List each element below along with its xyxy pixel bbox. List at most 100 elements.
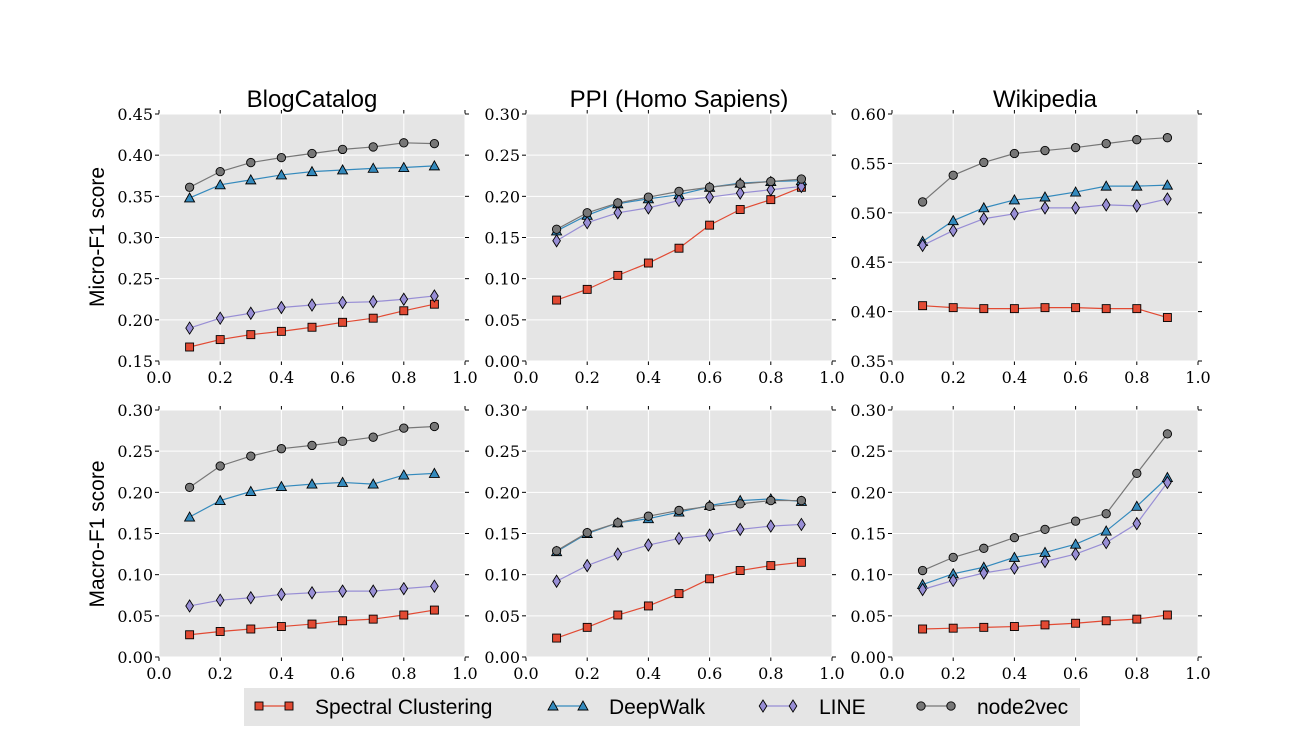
series-node2vec <box>184 421 440 493</box>
legend-box <box>244 688 1080 726</box>
data-point-line <box>918 238 927 253</box>
data-point-spectral-clustering <box>735 205 745 214</box>
data-point-spectral-clustering <box>796 557 806 567</box>
y-tick-label: 0.60 <box>850 105 886 124</box>
series-line <box>185 579 439 613</box>
data-point-spectral-clustering <box>1071 618 1081 628</box>
series-node2vec <box>917 133 1173 207</box>
data-point-node2vec <box>1070 516 1081 526</box>
data-point-line <box>766 519 776 533</box>
data-point-deepwalk <box>1100 525 1112 536</box>
data-point-node2vec <box>582 528 592 538</box>
ylabel-macro-f1: Macro-F1 score <box>86 460 109 607</box>
data-point-node2vec <box>979 543 989 553</box>
data-point-deepwalk <box>367 162 379 173</box>
data-point-node2vec <box>429 138 440 149</box>
panel-title-ppi: PPI (Homo Sapiens) <box>570 86 789 113</box>
data-point-node2vec <box>184 182 195 192</box>
data-point-line <box>979 566 989 580</box>
series-node2vec <box>184 138 440 192</box>
x-tick-label: 0.0 <box>879 368 904 387</box>
y-tick-label: 0.20 <box>484 483 520 502</box>
legend-label: Spectral Clustering <box>315 696 492 719</box>
data-point-line <box>705 190 714 204</box>
data-point-node2vec <box>215 166 225 177</box>
x-tick-label: 0.4 <box>269 664 294 683</box>
data-point-deepwalk <box>245 485 257 496</box>
x-tick-label: 0.6 <box>697 368 722 387</box>
data-point-deepwalk <box>275 480 288 492</box>
data-point-spectral-clustering <box>582 622 592 632</box>
data-point-line <box>948 223 958 238</box>
x-tick-label: 0.6 <box>330 368 355 387</box>
data-point-line <box>979 211 989 226</box>
x-tick-label: 0.6 <box>1063 368 1088 387</box>
data-point-spectral-clustering <box>246 624 256 634</box>
data-point-line <box>918 582 927 597</box>
x-tick-label: 0.2 <box>207 368 232 387</box>
data-point-line <box>185 599 194 613</box>
data-point-line <box>368 584 378 598</box>
data-point-line <box>215 593 225 608</box>
data-point-node2vec <box>246 451 256 461</box>
data-point-spectral-clustering <box>1040 620 1050 630</box>
x-tick-label: 1.0 <box>1185 664 1210 683</box>
x-tick-label: 0.0 <box>146 368 171 387</box>
series-spectral-clustering <box>185 299 439 352</box>
panels: 0.0 0.2 0.4 0.6 0.8 1.00.150.200.250.300.350.… <box>117 105 1210 683</box>
data-point-line <box>1132 516 1142 531</box>
data-point-spectral-clustering <box>276 622 286 631</box>
data-point-line <box>1010 206 1019 221</box>
series-spectral-clustering <box>918 610 1172 634</box>
data-point-node2vec <box>551 224 562 234</box>
data-point-line <box>1101 535 1111 550</box>
data-point-node2vec <box>796 174 807 184</box>
data-point-line <box>613 205 623 220</box>
data-point-node2vec <box>551 546 562 556</box>
data-point-node2vec <box>307 148 317 159</box>
y-tick-label: 0.25 <box>117 442 153 461</box>
data-point-spectral-clustering <box>948 623 958 633</box>
data-point-node2vec <box>948 552 958 563</box>
data-point-spectral-clustering <box>399 306 409 316</box>
y-tick-label: 0.30 <box>117 229 153 248</box>
data-point-node2vec <box>674 186 684 197</box>
panel-1-1: 0.0 0.2 0.4 0.6 0.8 1.0 0.00 0.05 0.10 0.15 0.20 0.… <box>484 401 844 683</box>
data-point-spectral-clustering <box>215 627 225 636</box>
data-point-line <box>307 298 317 312</box>
legend-marker <box>547 700 559 711</box>
data-point-line <box>1132 199 1142 213</box>
data-point-line <box>1163 192 1172 206</box>
panel-1-2: 0.0 0.2 0.4 0.6 0.8 1.0 0.00 0.05 0.10 0.15 0.20 0.… <box>850 401 1210 683</box>
data-point-node2vec <box>368 142 378 152</box>
data-point-line <box>430 289 439 303</box>
data-point-line <box>1071 547 1080 561</box>
legend-marker <box>788 699 798 713</box>
data-point-node2vec <box>399 423 409 433</box>
data-point-spectral-clustering <box>1101 616 1111 626</box>
data-point-deepwalk <box>1039 191 1051 202</box>
data-point-deepwalk <box>367 478 379 489</box>
data-point-node2vec <box>1162 429 1173 439</box>
data-point-spectral-clustering <box>1101 304 1111 314</box>
data-point-node2vec <box>704 182 715 192</box>
data-point-line <box>1040 201 1050 215</box>
y-tick-label: 0.05 <box>117 607 153 626</box>
y-tick-label: 0.20 <box>117 311 153 330</box>
y-tick-label: 0.15 <box>850 525 886 544</box>
data-point-node2vec <box>948 170 958 180</box>
y-tick-label: 0.05 <box>484 311 520 330</box>
legend-entry-deepwalk: DeepWalk <box>547 696 706 719</box>
data-point-deepwalk <box>1131 180 1143 191</box>
data-point-node2vec <box>1009 532 1020 543</box>
data-point-node2vec <box>917 197 928 207</box>
data-point-node2vec <box>1101 509 1111 519</box>
x-tick-label: 0.4 <box>1002 664 1027 683</box>
series-spectral-clustering <box>918 301 1172 322</box>
legend-entry-spectral-clustering: Spectral Clustering <box>254 696 492 719</box>
x-tick-label: 0.2 <box>940 368 965 387</box>
data-point-line <box>705 528 714 542</box>
series-line <box>918 475 1172 597</box>
series-line <box>552 517 806 589</box>
data-point-line <box>766 182 776 197</box>
